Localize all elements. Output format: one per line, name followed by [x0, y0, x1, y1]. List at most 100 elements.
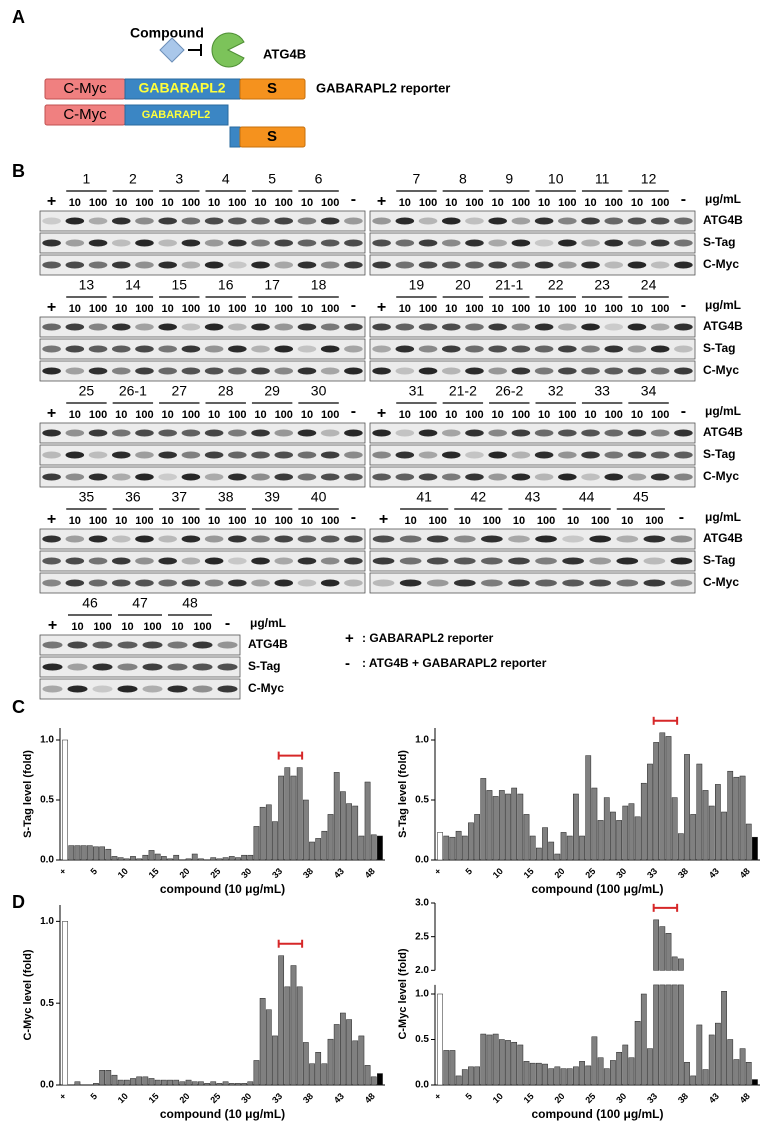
bar [99, 1070, 105, 1086]
bar [634, 1021, 641, 1086]
band [204, 535, 224, 543]
bar [272, 1035, 278, 1086]
band [511, 261, 531, 269]
band [372, 261, 391, 269]
bar [696, 763, 703, 861]
band [627, 217, 647, 225]
dose-label: 10 [459, 515, 471, 527]
dose-label: 10 [69, 303, 81, 315]
x-tick-label: 30 [239, 866, 253, 880]
x-tick-label: 5 [463, 1091, 474, 1102]
band [297, 261, 317, 269]
band [135, 473, 154, 481]
lane-minus: - [351, 297, 356, 314]
band [42, 663, 63, 671]
band [674, 473, 693, 481]
bar [358, 1035, 365, 1086]
bar [346, 1019, 352, 1086]
bar [542, 827, 548, 861]
bar [622, 805, 629, 861]
band [562, 579, 584, 587]
band [251, 217, 270, 225]
bar [333, 1024, 340, 1086]
x-tick-label: 33 [270, 1091, 284, 1105]
bar [640, 993, 647, 1086]
band [228, 217, 247, 225]
bar [690, 1075, 697, 1086]
bar [228, 856, 235, 861]
band [65, 323, 85, 331]
band [581, 429, 600, 437]
bar [721, 811, 727, 861]
band [204, 323, 224, 331]
x-tick-label: 15 [522, 1091, 536, 1105]
dose-label: 10 [538, 303, 550, 315]
bar [315, 838, 322, 861]
compound-label: 17 [264, 277, 280, 293]
y-tick-label: 2.0 [415, 965, 429, 976]
band [535, 535, 557, 543]
bar [437, 993, 443, 1086]
band [534, 239, 554, 247]
bar [640, 782, 647, 861]
bar [265, 1009, 272, 1086]
band [344, 239, 363, 247]
band [204, 239, 224, 247]
band [650, 261, 670, 269]
band [192, 663, 213, 671]
x-tick-label: 5 [88, 866, 99, 877]
lane-plus: + [379, 511, 388, 528]
band [65, 217, 85, 225]
band [42, 451, 61, 459]
compound-label: 6 [315, 171, 323, 187]
band [181, 239, 201, 247]
band [158, 557, 177, 565]
dose-label: 100 [465, 303, 483, 315]
compound-label: 9 [505, 171, 513, 187]
band [508, 535, 530, 543]
dose-label: 100 [605, 409, 623, 421]
dose-label: 100 [275, 515, 293, 527]
band [534, 367, 554, 375]
band [320, 429, 340, 437]
bar [346, 803, 352, 861]
blot-strip [39, 232, 366, 254]
band [204, 367, 224, 375]
band [297, 535, 317, 543]
bar [616, 1051, 622, 1086]
band [204, 217, 224, 225]
segment-label: GABARAPL2 [138, 80, 225, 96]
band [274, 367, 294, 375]
band [297, 323, 317, 331]
row-label: S-Tag [703, 341, 735, 355]
band [674, 451, 693, 459]
bar [591, 1036, 598, 1086]
lane-minus: - [351, 509, 356, 526]
band [88, 429, 108, 437]
band [627, 323, 647, 331]
reporter-name: GABARAPL2 reporter [316, 80, 450, 95]
band [88, 557, 108, 565]
dose-label: 100 [89, 515, 107, 527]
dose-label: 100 [419, 303, 437, 315]
bar [142, 1076, 149, 1086]
band [135, 345, 154, 353]
dose-label: 10 [567, 515, 579, 527]
band [181, 579, 201, 587]
band [488, 261, 507, 269]
band [158, 367, 177, 375]
lane-plus: + [47, 405, 56, 422]
band [344, 217, 363, 225]
band [488, 323, 507, 331]
dose-label: 10 [301, 197, 313, 209]
bar [148, 850, 155, 861]
band [158, 345, 177, 353]
row-label: ATG4B [703, 425, 743, 439]
compound-label: 26-1 [119, 383, 147, 399]
band [88, 579, 108, 587]
band [581, 239, 600, 247]
bar [548, 1068, 555, 1086]
band [643, 557, 666, 565]
compound-label: 18 [311, 277, 327, 293]
band [142, 685, 163, 693]
